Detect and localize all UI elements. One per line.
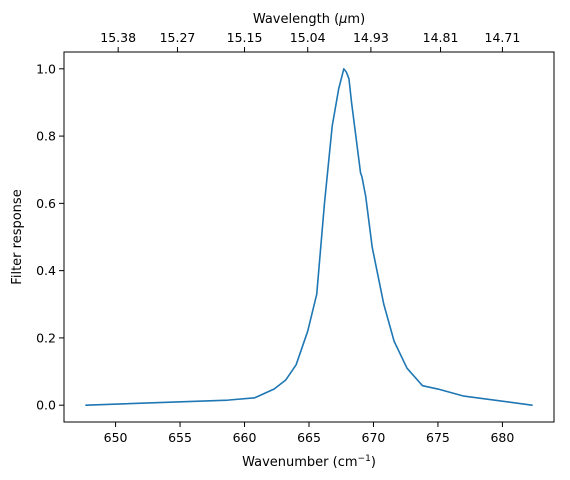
top-tick-label: 15.38 — [100, 30, 136, 45]
x-tick-label: 680 — [490, 430, 514, 445]
series-line — [85, 68, 533, 406]
x-tick-label: 665 — [297, 430, 321, 445]
x-tick-label: 675 — [426, 430, 450, 445]
top-axis-label: Wavelength (μm) — [253, 12, 365, 27]
y-tick-label: 0.6 — [36, 196, 56, 211]
top-tick-label: 15.27 — [160, 30, 196, 45]
x-axis-ticks: 650 655 660 665 670 675 680 — [104, 422, 514, 445]
x-tick-label: 660 — [233, 430, 257, 445]
y-tick-label: 1.0 — [36, 61, 56, 76]
top-tick-label: 15.04 — [290, 30, 326, 45]
y-tick-label: 0.8 — [36, 129, 56, 144]
top-axis-ticks: 15.38 15.27 15.15 15.04 14.93 14.81 14.71 — [100, 30, 520, 52]
y-tick-label: 0.4 — [36, 263, 56, 278]
x-tick-label: 670 — [362, 430, 386, 445]
y-axis-label: Filter response — [10, 189, 25, 284]
top-tick-label: 14.71 — [485, 30, 521, 45]
x-tick-label: 650 — [104, 430, 128, 445]
top-tick-label: 14.93 — [353, 30, 389, 45]
y-axis-ticks: 0.0 0.2 0.4 0.6 0.8 1.0 — [36, 61, 64, 413]
x-tick-label: 655 — [168, 430, 192, 445]
x-axis-label: Wavenumber (cm−1) — [242, 454, 376, 470]
plot-frame — [63, 51, 555, 423]
top-tick-label: 15.15 — [227, 30, 263, 45]
top-tick-label: 14.81 — [423, 30, 459, 45]
y-tick-label: 0.0 — [36, 398, 56, 413]
y-tick-label: 0.2 — [36, 330, 56, 345]
